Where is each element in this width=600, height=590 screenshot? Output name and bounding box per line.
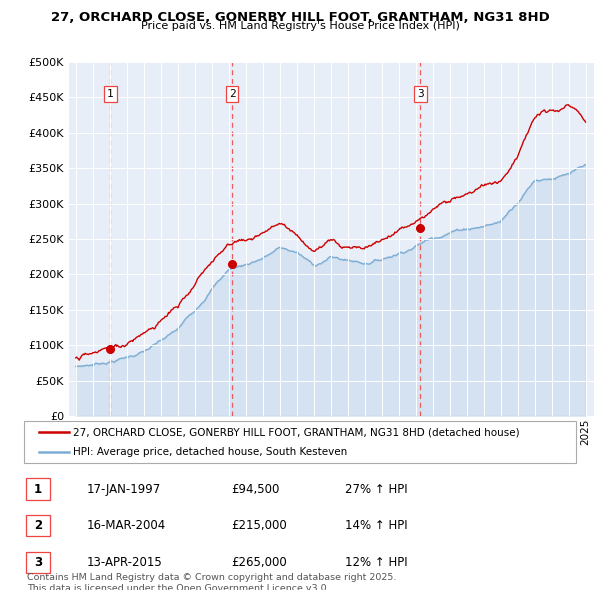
- Text: Price paid vs. HM Land Registry's House Price Index (HPI): Price paid vs. HM Land Registry's House …: [140, 21, 460, 31]
- Text: 3: 3: [417, 89, 424, 99]
- Text: 3: 3: [34, 556, 42, 569]
- Text: 16-MAR-2004: 16-MAR-2004: [87, 519, 166, 532]
- Text: 27% ↑ HPI: 27% ↑ HPI: [345, 483, 407, 496]
- Text: Contains HM Land Registry data © Crown copyright and database right 2025.
This d: Contains HM Land Registry data © Crown c…: [27, 573, 397, 590]
- Text: 1: 1: [34, 483, 42, 496]
- Text: 14% ↑ HPI: 14% ↑ HPI: [345, 519, 407, 532]
- Text: 2: 2: [229, 89, 236, 99]
- Text: £94,500: £94,500: [231, 483, 280, 496]
- Text: £215,000: £215,000: [231, 519, 287, 532]
- Text: HPI: Average price, detached house, South Kesteven: HPI: Average price, detached house, Sout…: [73, 447, 347, 457]
- Text: 17-JAN-1997: 17-JAN-1997: [87, 483, 161, 496]
- Text: £265,000: £265,000: [231, 556, 287, 569]
- Text: 27, ORCHARD CLOSE, GONERBY HILL FOOT, GRANTHAM, NG31 8HD (detached house): 27, ORCHARD CLOSE, GONERBY HILL FOOT, GR…: [73, 427, 520, 437]
- Text: 13-APR-2015: 13-APR-2015: [87, 556, 163, 569]
- Text: 2: 2: [34, 519, 42, 532]
- Text: 12% ↑ HPI: 12% ↑ HPI: [345, 556, 407, 569]
- Text: 1: 1: [107, 89, 114, 99]
- Text: 27, ORCHARD CLOSE, GONERBY HILL FOOT, GRANTHAM, NG31 8HD: 27, ORCHARD CLOSE, GONERBY HILL FOOT, GR…: [50, 11, 550, 24]
